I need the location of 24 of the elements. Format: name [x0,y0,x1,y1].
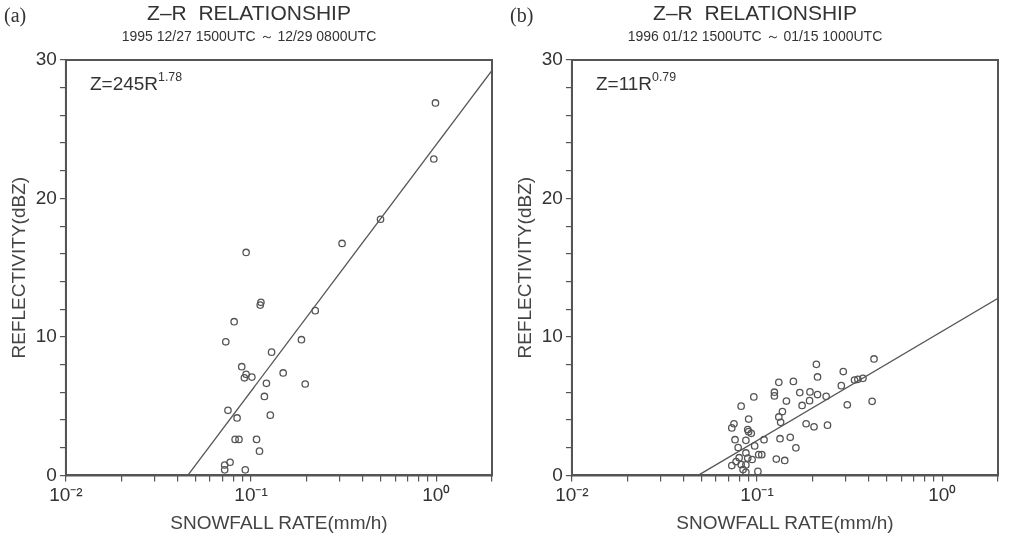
x-tick-label: 10⁰ [422,484,451,506]
x-axis-title: SNOWFALL RATE(mm/h) [170,511,388,533]
y-tick-label: 20 [541,186,563,208]
y-tick-label: 20 [35,186,57,208]
y-axis-title: REFLECTIVITY(dBZ) [7,176,29,359]
chart-title: Z–R RELATIONSHIP [653,1,857,25]
text: (b) [510,4,534,27]
x-tick-label: 10⁻² [49,484,83,506]
x-tick-label: 10⁻¹ [740,484,774,506]
y-tick-label: 30 [35,48,57,70]
chart-title: Z–R RELATIONSHIP [147,1,351,25]
y-tick-label: 10 [35,325,57,347]
y-tick-label: 10 [541,325,563,347]
x-tick-label: 10⁻¹ [234,484,268,506]
chart-subtitle: 1995 12/27 1500UTC ～ 12/29 0800UTC [121,28,377,45]
chart-subtitle: 1996 01/12 1500UTC ～ 01/15 1000UTC [627,28,883,45]
y-tick-label: 30 [541,48,563,70]
y-tick-label: 0 [552,463,563,485]
y-axis-title: REFLECTIVITY(dBZ) [513,176,535,359]
x-axis-title: SNOWFALL RATE(mm/h) [676,511,894,533]
y-tick-label: 0 [46,463,57,485]
text: (a) [4,4,27,27]
x-tick-label: 10⁻² [555,484,589,506]
x-tick-label: 10⁰ [928,484,957,506]
